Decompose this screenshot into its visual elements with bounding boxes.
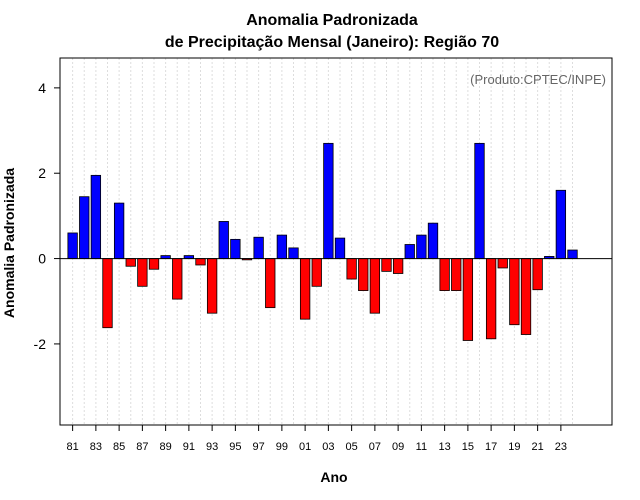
y-tick-label-0: 0	[38, 251, 46, 267]
bar-09	[392, 258, 404, 274]
x-axis-label: Ano	[320, 469, 347, 485]
bar-12	[427, 222, 439, 259]
x-tick-label-05: 05	[346, 441, 358, 453]
bar-98	[265, 258, 276, 309]
x-tick-label-17: 17	[485, 441, 497, 453]
bar-16	[474, 142, 485, 259]
x-tick-label-97: 97	[253, 441, 265, 453]
x-tick-label-07: 07	[369, 441, 381, 453]
bar-00	[288, 247, 299, 259]
x-tick-label-01: 01	[299, 441, 311, 453]
x-tick-label-11: 11	[416, 441, 427, 453]
y-axis: -2 0 2 4	[34, 80, 60, 352]
bar-85	[113, 202, 125, 259]
bar-17	[485, 258, 497, 340]
x-axis: 81 83 85 87 89 91 93 95 97 99 01 03 05 07 09 11 13 15 17 19…	[67, 425, 567, 453]
bar-15	[462, 258, 474, 341]
bar-layer	[67, 142, 578, 341]
x-tick-label-09: 09	[392, 441, 404, 453]
bar-20	[520, 258, 532, 335]
grid-layer	[72, 58, 573, 425]
bar-08	[381, 258, 392, 272]
bar-99	[276, 234, 288, 259]
bar-11	[416, 234, 427, 259]
y-axis-label: Anomalia Padronizada	[1, 168, 17, 318]
bar-07	[369, 258, 381, 314]
x-tick-label-99: 99	[276, 441, 288, 453]
bar-18	[497, 258, 508, 269]
bar-83	[90, 174, 102, 259]
x-tick-label-87: 87	[136, 441, 148, 453]
bar-93	[206, 258, 218, 314]
x-tick-label-13: 13	[439, 441, 451, 453]
bar-81	[67, 232, 78, 259]
bar-21	[532, 258, 543, 291]
bar-86	[125, 258, 136, 267]
bar-23	[555, 189, 567, 259]
x-tick-label-23: 23	[555, 441, 567, 453]
bar-05	[346, 258, 357, 280]
x-tick-label-83: 83	[90, 441, 102, 453]
y-tick-label-4: 4	[38, 80, 46, 96]
plot-frame	[59, 57, 613, 426]
bar-19	[509, 258, 520, 326]
bar-90	[172, 258, 183, 300]
bar-13	[439, 258, 450, 291]
bar-82	[79, 196, 90, 259]
chart-title-line2: de Precipitação Mensal (Janeiro): Região…	[165, 34, 499, 51]
credit-label: (Produto:CPTEC/INPE)	[470, 72, 606, 87]
x-tick-label-19: 19	[508, 441, 520, 453]
bar-88	[148, 258, 160, 270]
x-tick-label-21: 21	[532, 441, 544, 453]
x-tick-label-91: 91	[183, 441, 195, 453]
x-tick-label-95: 95	[229, 441, 241, 453]
x-tick-label-03: 03	[322, 441, 334, 453]
bar-04	[334, 237, 346, 259]
bar-87	[137, 258, 148, 287]
x-tick-label-15: 15	[462, 441, 474, 453]
bar-94	[218, 221, 229, 259]
bar-02	[311, 258, 322, 287]
bar-10	[404, 244, 415, 259]
y-tick-label--2: -2	[34, 336, 47, 352]
x-tick-label-81: 81	[67, 441, 79, 453]
x-tick-label-93: 93	[206, 441, 218, 453]
bar-01	[299, 258, 311, 320]
chart-title-line1: Anomalia Padronizada	[246, 12, 418, 29]
bar-97	[253, 236, 264, 259]
bar-03	[323, 142, 334, 259]
bar-06	[358, 258, 369, 291]
x-tick-label-89: 89	[160, 441, 172, 453]
bar-95	[230, 238, 241, 259]
x-tick-label-85: 85	[113, 441, 125, 453]
bar-14	[451, 258, 462, 291]
bar-24	[567, 249, 578, 259]
y-tick-label-2: 2	[38, 165, 46, 181]
bar-84	[102, 258, 113, 329]
bar-92	[195, 258, 206, 266]
